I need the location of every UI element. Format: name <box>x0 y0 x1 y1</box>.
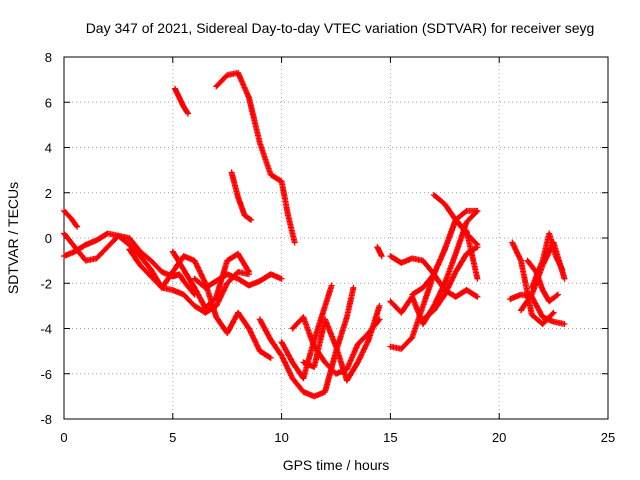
series-arc-20 <box>430 192 481 248</box>
series-arc-13 <box>300 302 383 384</box>
y-tick-label: 2 <box>45 186 52 201</box>
y-tick-label: -8 <box>40 412 52 427</box>
chart-title: Day 347 of 2021, Sidereal Day-to-day VTE… <box>86 20 595 36</box>
data-points <box>61 69 568 400</box>
y-tick-label: 0 <box>45 231 52 246</box>
x-tick-label: 15 <box>383 430 397 445</box>
x-tick-label: 25 <box>601 430 615 445</box>
series-arc-6 <box>191 271 285 291</box>
y-tick-label: 8 <box>45 50 52 65</box>
x-tick-label: 5 <box>169 430 176 445</box>
x-tick-label: 20 <box>492 430 506 445</box>
series-arc-14 <box>374 244 385 260</box>
axis-ticks: 0 5 10 15 20 25 -8 -6 -4 -2 0 2 4 6 8 <box>40 50 615 445</box>
series-arc-17 <box>387 207 481 327</box>
y-tick-label: -2 <box>40 276 52 291</box>
series-arc-10 <box>256 284 357 400</box>
y-tick-label: -4 <box>40 322 52 337</box>
y-tick-label: 4 <box>45 141 52 156</box>
y-tick-label: -6 <box>40 367 52 382</box>
series-arc-25 <box>528 230 566 291</box>
series-arc-15 <box>387 216 481 352</box>
y-axis-label: SDTVAR / TECUs <box>5 182 21 294</box>
series-arc-19 <box>420 244 481 323</box>
series-arc-7 <box>172 85 191 117</box>
x-axis-label: GPS time / hours <box>283 457 390 473</box>
x-tick-label: 0 <box>60 430 67 445</box>
series-arc-8 <box>213 69 298 246</box>
y-tick-label: 6 <box>45 95 52 110</box>
grid-lines <box>64 57 608 419</box>
x-tick-label: 10 <box>274 430 288 445</box>
series-arc-9 <box>228 169 255 223</box>
series-arc-3 <box>61 207 81 230</box>
